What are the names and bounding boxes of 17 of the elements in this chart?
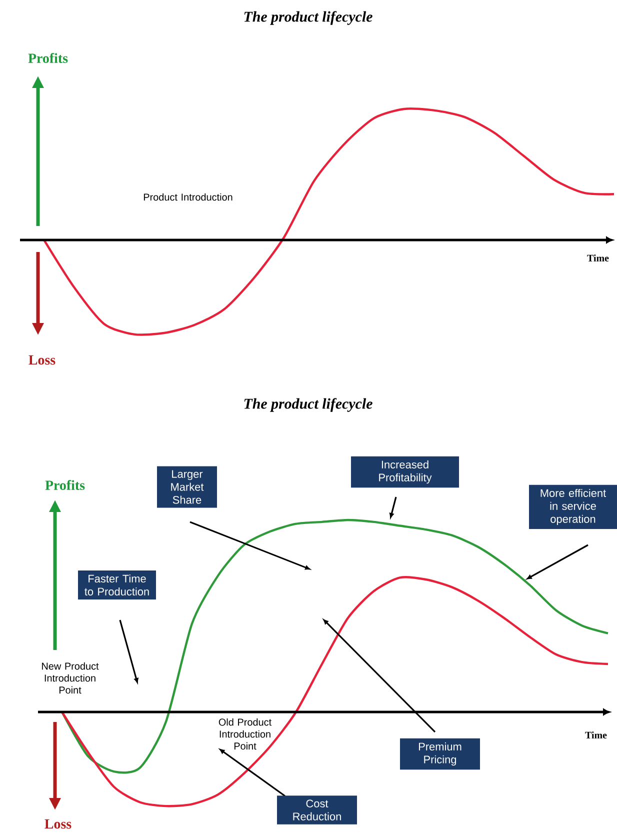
text: Loss <box>44 819 72 829</box>
chart-title: The product lifecycle <box>244 398 372 412</box>
text: Larger Market Share <box>171 470 204 504</box>
annotation: More efficient in service operation <box>540 488 606 526</box>
annotation: Product Introduction <box>144 193 232 201</box>
x-axis-title: Time <box>585 731 607 738</box>
text: Loss <box>28 355 56 365</box>
annotation: Premium Pricing <box>418 742 462 766</box>
annotation: New Product Introduction Point <box>42 662 99 694</box>
text: Profits <box>28 53 68 63</box>
annotation: Cost Reduction <box>293 800 341 820</box>
annotation: Old Product Introduction Point <box>218 718 272 750</box>
text: Increased Profitability <box>379 460 432 484</box>
x-axis-title: Time <box>587 254 609 262</box>
annotation: Faster Time to Production <box>84 574 149 596</box>
chart-title: The product lifecycle <box>244 11 372 25</box>
text: Profits <box>45 480 85 490</box>
